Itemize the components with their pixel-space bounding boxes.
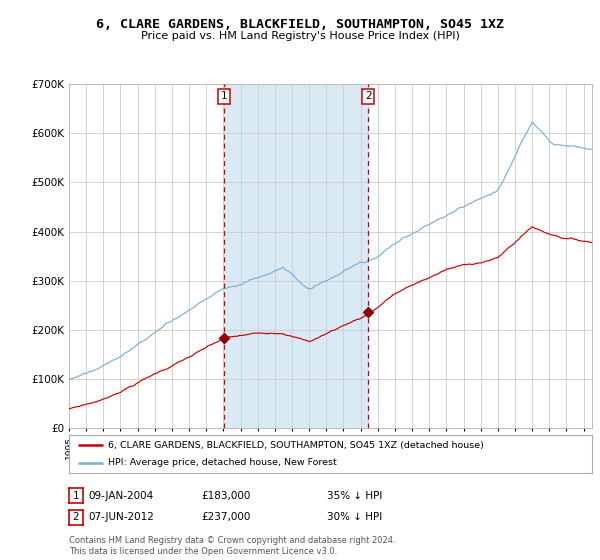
Text: 07-JUN-2012: 07-JUN-2012 xyxy=(89,512,155,522)
Text: 30% ↓ HPI: 30% ↓ HPI xyxy=(327,512,382,522)
Text: Contains HM Land Registry data © Crown copyright and database right 2024.
This d: Contains HM Land Registry data © Crown c… xyxy=(69,536,395,556)
Text: 09-JAN-2004: 09-JAN-2004 xyxy=(89,491,154,501)
Bar xyxy=(224,84,368,428)
Text: £183,000: £183,000 xyxy=(201,491,250,501)
Text: 2: 2 xyxy=(365,91,371,101)
Text: 6, CLARE GARDENS, BLACKFIELD, SOUTHAMPTON, SO45 1XZ (detached house): 6, CLARE GARDENS, BLACKFIELD, SOUTHAMPTO… xyxy=(108,441,484,450)
Text: HPI: Average price, detached house, New Forest: HPI: Average price, detached house, New … xyxy=(108,459,337,468)
Text: 2: 2 xyxy=(73,512,79,522)
Text: 6, CLARE GARDENS, BLACKFIELD, SOUTHAMPTON, SO45 1XZ: 6, CLARE GARDENS, BLACKFIELD, SOUTHAMPTO… xyxy=(96,18,504,31)
Text: 35% ↓ HPI: 35% ↓ HPI xyxy=(327,491,382,501)
Text: 1: 1 xyxy=(221,91,227,101)
Text: 1: 1 xyxy=(73,491,79,501)
Text: £237,000: £237,000 xyxy=(201,512,250,522)
Text: Price paid vs. HM Land Registry's House Price Index (HPI): Price paid vs. HM Land Registry's House … xyxy=(140,31,460,41)
